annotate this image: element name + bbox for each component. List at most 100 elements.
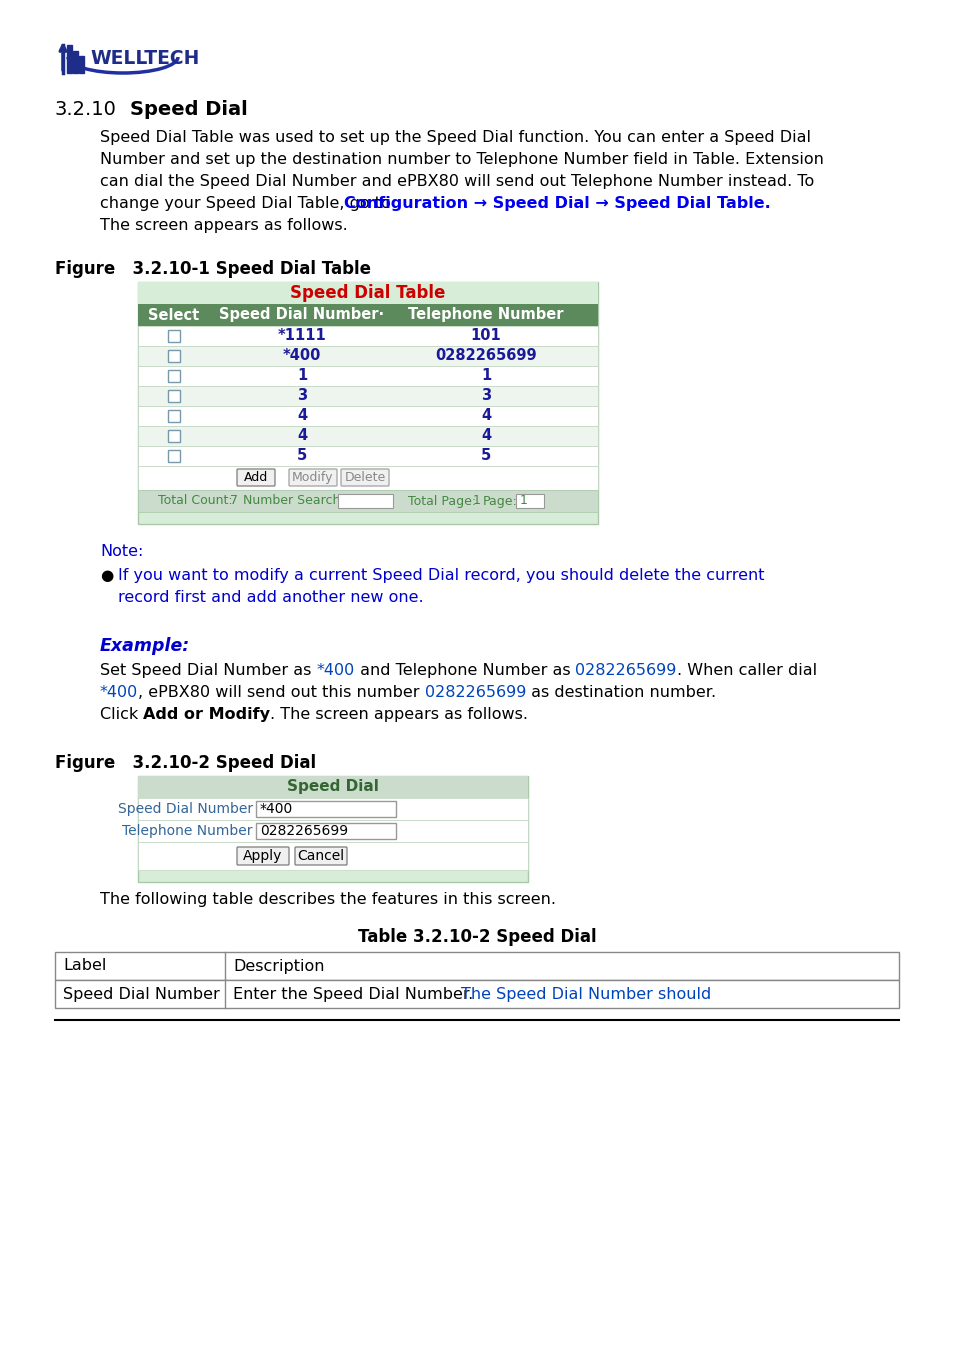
Text: Set Speed Dial Number as: Set Speed Dial Number as: [100, 663, 316, 678]
Bar: [168, 390, 180, 402]
Text: . When caller dial: . When caller dial: [677, 663, 816, 678]
Text: 101: 101: [470, 328, 501, 343]
Text: If you want to modify a current Speed Dial record, you should delete the current: If you want to modify a current Speed Di…: [118, 568, 763, 583]
Bar: [138, 446, 598, 466]
Text: 3: 3: [480, 389, 491, 404]
Bar: [138, 776, 527, 882]
Text: can dial the Speed Dial Number and ePBX80 will send out Telephone Number instead: can dial the Speed Dial Number and ePBX8…: [100, 174, 814, 189]
Text: WELLTECH: WELLTECH: [90, 49, 199, 68]
Text: 3.2.10: 3.2.10: [55, 100, 117, 119]
Text: 0282265699: 0282265699: [260, 824, 348, 838]
Text: 3: 3: [296, 389, 307, 404]
Text: *1111: *1111: [277, 328, 326, 343]
Bar: [138, 346, 598, 366]
Text: Speed Dial Table: Speed Dial Table: [290, 284, 445, 302]
Bar: [67, 45, 71, 73]
Text: Enter the Speed Dial Number.: Enter the Speed Dial Number.: [233, 987, 477, 1002]
Text: Speed Dial: Speed Dial: [130, 100, 248, 119]
Text: ●: ●: [100, 568, 113, 583]
Bar: [138, 466, 598, 490]
Text: 1: 1: [519, 494, 527, 508]
Text: 0282265699: 0282265699: [424, 684, 526, 701]
Text: Description: Description: [233, 958, 324, 973]
Bar: [138, 776, 527, 798]
Text: Add: Add: [244, 471, 268, 485]
Text: Speed Dial: Speed Dial: [287, 779, 378, 795]
Text: Figure   3.2.10-2 Speed Dial: Figure 3.2.10-2 Speed Dial: [55, 755, 315, 772]
Text: Select: Select: [149, 308, 199, 323]
Text: 4: 4: [480, 428, 491, 444]
Text: 1: 1: [480, 369, 491, 383]
Text: Telephone Number: Telephone Number: [122, 824, 253, 838]
Bar: [168, 450, 180, 462]
Bar: [168, 350, 180, 362]
Bar: [138, 490, 598, 512]
Bar: [55, 952, 898, 980]
FancyBboxPatch shape: [289, 468, 336, 486]
Text: 1: 1: [473, 494, 480, 508]
Text: . The screen appears as follows.: . The screen appears as follows.: [270, 707, 528, 722]
Text: The following table describes the features in this screen.: The following table describes the featur…: [100, 892, 556, 907]
Text: Modify: Modify: [292, 471, 334, 485]
Text: 7: 7: [230, 494, 237, 508]
Text: Delete: Delete: [344, 471, 385, 485]
Text: Add or Modify: Add or Modify: [143, 707, 270, 722]
Bar: [138, 282, 598, 524]
Text: Telephone Number: Telephone Number: [408, 308, 563, 323]
Text: Label: Label: [63, 958, 107, 973]
Bar: [73, 51, 78, 73]
Text: Example:: Example:: [100, 637, 190, 655]
Text: 0282265699: 0282265699: [435, 348, 537, 363]
Text: Speed Dial Table was used to set up the Speed Dial function. You can enter a Spe: Speed Dial Table was used to set up the …: [100, 130, 810, 144]
Text: Cancel: Cancel: [297, 849, 344, 863]
Bar: [337, 494, 393, 508]
Text: *400: *400: [316, 663, 355, 678]
Text: change your Speed Dial Table, go to: change your Speed Dial Table, go to: [100, 196, 395, 211]
Text: *400: *400: [260, 802, 293, 815]
Text: 4: 4: [296, 428, 307, 444]
Text: Number and set up the destination number to Telephone Number field in Table. Ext: Number and set up the destination number…: [100, 153, 823, 167]
Bar: [138, 325, 598, 346]
Text: Total Count:: Total Count:: [158, 494, 233, 508]
Text: Number Search:: Number Search:: [243, 494, 344, 508]
Text: 1: 1: [296, 369, 307, 383]
Bar: [138, 304, 598, 325]
Bar: [55, 980, 898, 1008]
Bar: [168, 329, 180, 342]
Text: *400: *400: [100, 684, 138, 701]
FancyBboxPatch shape: [236, 846, 289, 865]
Text: record first and add another new one.: record first and add another new one.: [118, 590, 423, 605]
Text: 5: 5: [480, 448, 491, 463]
Bar: [168, 410, 180, 423]
Bar: [516, 494, 543, 508]
FancyBboxPatch shape: [340, 468, 389, 486]
Bar: [138, 819, 527, 842]
Bar: [138, 427, 598, 446]
Text: Page:: Page:: [482, 494, 517, 508]
Text: Figure   3.2.10-1 Speed Dial Table: Figure 3.2.10-1 Speed Dial Table: [55, 261, 371, 278]
Text: The screen appears as follows.: The screen appears as follows.: [100, 217, 348, 234]
Text: Speed Dial Number: Speed Dial Number: [118, 802, 253, 815]
Bar: [168, 431, 180, 441]
Bar: [138, 842, 527, 869]
Bar: [138, 798, 527, 819]
Bar: [138, 282, 598, 304]
Text: 4: 4: [296, 409, 307, 424]
Text: Click: Click: [100, 707, 143, 722]
Text: *400: *400: [282, 348, 321, 363]
Text: 0282265699: 0282265699: [575, 663, 677, 678]
Bar: [255, 801, 395, 817]
Bar: [138, 386, 598, 406]
Text: Note:: Note:: [100, 544, 143, 559]
Text: , ePBX80 will send out this number: , ePBX80 will send out this number: [138, 684, 424, 701]
Text: 5: 5: [296, 448, 307, 463]
FancyBboxPatch shape: [294, 846, 347, 865]
Bar: [168, 370, 180, 382]
Bar: [255, 824, 395, 838]
Bar: [138, 406, 598, 427]
Text: Speed Dial Number: Speed Dial Number: [63, 987, 219, 1002]
FancyBboxPatch shape: [236, 468, 274, 486]
Text: 4: 4: [480, 409, 491, 424]
Text: Configuration → Speed Dial → Speed Dial Table.: Configuration → Speed Dial → Speed Dial …: [344, 196, 770, 211]
Text: Total Page:: Total Page:: [408, 494, 476, 508]
